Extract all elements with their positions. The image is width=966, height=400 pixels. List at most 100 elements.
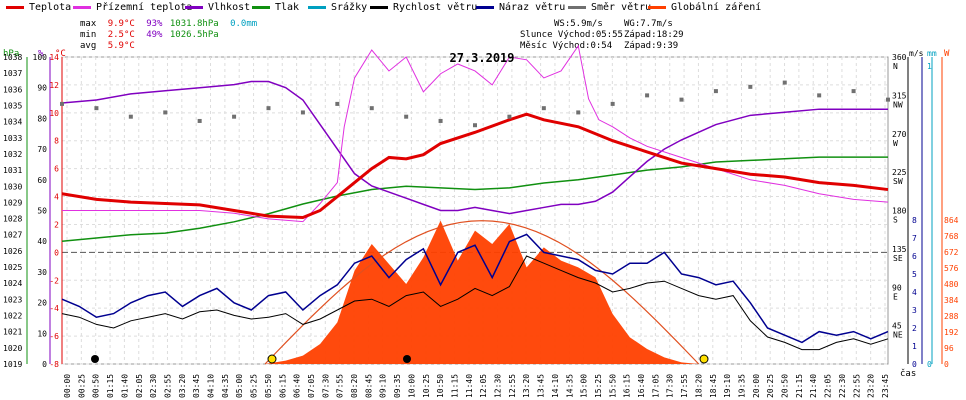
legend-item: Směr větru [568, 2, 651, 13]
stat-label: min [80, 30, 97, 40]
radiation-tick: 192 [944, 328, 959, 337]
radiation-tick: 672 [944, 248, 959, 257]
x-tick-label: 19:35 [737, 374, 746, 398]
wind-speed-tick: 5 [912, 270, 917, 279]
pressure-tick: 1031 [3, 166, 22, 175]
direction-tick: SW [893, 177, 903, 186]
moonset-info: Západ:9:39 [624, 41, 679, 51]
pressure-tick: 1026 [3, 247, 22, 256]
direction-tick: 225 [892, 168, 907, 177]
x-tick-label: 21:40 [809, 374, 818, 398]
legend: Teplota [6, 2, 71, 13]
direction-tick: 360 [892, 53, 907, 62]
pressure-tick: 1032 [3, 150, 22, 159]
wind-direction-point [232, 114, 237, 119]
wind-direction-point [473, 123, 477, 128]
direction-tick: 270 [892, 130, 907, 139]
wind-speed-tick: 1 [912, 342, 917, 351]
moonset-icon [403, 355, 411, 363]
temperature-tick: 8 [54, 137, 59, 146]
x-tick-label: 11:15 [450, 374, 459, 398]
pressure-tick: 1024 [3, 279, 22, 288]
stat-min-hum: 49% [146, 30, 163, 40]
temperature-tick: 6 [54, 165, 59, 174]
x-tick-label: 00:50 [92, 374, 101, 398]
x-tick-label: 22:30 [838, 374, 847, 398]
x-tick-label: 03:45 [192, 374, 201, 398]
legend-label: Přízemní teplota [96, 2, 193, 13]
stat-max-hum: 93% [146, 19, 163, 29]
humidity-tick: 30 [37, 268, 47, 277]
wind-direction-point [679, 97, 684, 102]
sunset-info: Západ:18:29 [624, 30, 684, 40]
rain-tick: 1 [927, 62, 932, 71]
pressure-line [61, 156, 888, 242]
x-tick-label: 15:00 [580, 374, 589, 398]
x-tick-label: 15:25 [594, 374, 603, 398]
marks [60, 44, 890, 365]
wind-gust-line [61, 255, 889, 351]
x-tick-label: 02:30 [149, 374, 158, 398]
wind-direction-point [94, 106, 99, 111]
pressure-tick: 1036 [3, 85, 22, 94]
stat-max-press: 1031.8hPa [169, 19, 219, 29]
x-tick-label: 06:40 [293, 374, 302, 398]
radiation-tick: 0 [944, 360, 949, 369]
x-tick-label: 12:30 [494, 374, 503, 398]
humidity-tick: 80 [37, 114, 47, 123]
clear-sky-radiation-line [264, 220, 700, 365]
x-tick-label: 14:35 [565, 374, 574, 398]
x-tick-label: 02:55 [163, 374, 172, 398]
wind-speed-tick: 8 [912, 216, 917, 225]
pressure-tick: 1023 [3, 295, 22, 304]
wind-speed-info: WS:5.9m/s [554, 19, 603, 29]
wind-speed-tick: 4 [912, 288, 917, 297]
x-tick-label: 02:05 [135, 374, 144, 398]
x-tick-label: 22:05 [824, 374, 833, 398]
x-tick-label: 17:05 [651, 374, 660, 398]
legend-item: Vlhkost [185, 2, 250, 13]
radiation-tick: 384 [944, 296, 959, 305]
pressure-tick: 1033 [3, 134, 22, 143]
pressure-tick: 1021 [3, 328, 22, 337]
humidity-tick: 60 [37, 176, 47, 185]
wind-direction-point [128, 114, 133, 119]
x-tick-label: 07:55 [336, 374, 345, 398]
x-tick-label: 08:20 [350, 374, 359, 398]
x-tick-label: 19:10 [723, 374, 732, 398]
wind-direction-point [576, 110, 581, 115]
x-tick-label: 20:25 [766, 374, 775, 398]
radiation-unit: W [944, 49, 950, 59]
legend-item: Přízemní teplota [73, 2, 192, 13]
sunrise-info: Slunce Východ:05:55 [520, 30, 623, 40]
pressure-tick: 1029 [3, 198, 22, 207]
temperature-unit: °C [55, 49, 66, 59]
x-tick-label: 12:05 [479, 374, 488, 398]
x-tick-label: 10:00 [407, 374, 416, 398]
x-tick-label: 10:50 [436, 374, 445, 398]
ground-temperature-line [62, 44, 889, 223]
x-tick-label: 03:20 [178, 374, 187, 398]
stat-max-rain: 0.0mm [230, 19, 258, 29]
legend-item: Tlak [252, 2, 299, 13]
x-tick-label: 22:55 [852, 374, 861, 398]
x-tick-label: 15:50 [608, 374, 617, 398]
x-tick-label: 16:15 [623, 374, 632, 398]
stats-max: max 9.9°C 93% 1031.8hPa 0.0mm [80, 19, 257, 29]
moonrise-info: Měsíc Východ:0:54 [520, 41, 613, 51]
x-tick-label: 17:30 [666, 374, 675, 398]
legend-item: Teplota [6, 2, 71, 13]
rain-tick: 0 [927, 360, 932, 369]
wind-speed-tick: 2 [912, 324, 917, 333]
legend-label: Tlak [275, 2, 300, 13]
direction-tick: 135 [892, 245, 907, 254]
radiation-tick: 480 [944, 280, 959, 289]
x-tick-label: 17:55 [680, 374, 689, 398]
wind-direction-point [300, 110, 305, 115]
x-tick-label: 05:25 [250, 374, 259, 398]
wind-direction-point [886, 97, 890, 102]
temperature-tick: -8 [49, 360, 59, 369]
pressure-tick: 1027 [3, 231, 22, 240]
